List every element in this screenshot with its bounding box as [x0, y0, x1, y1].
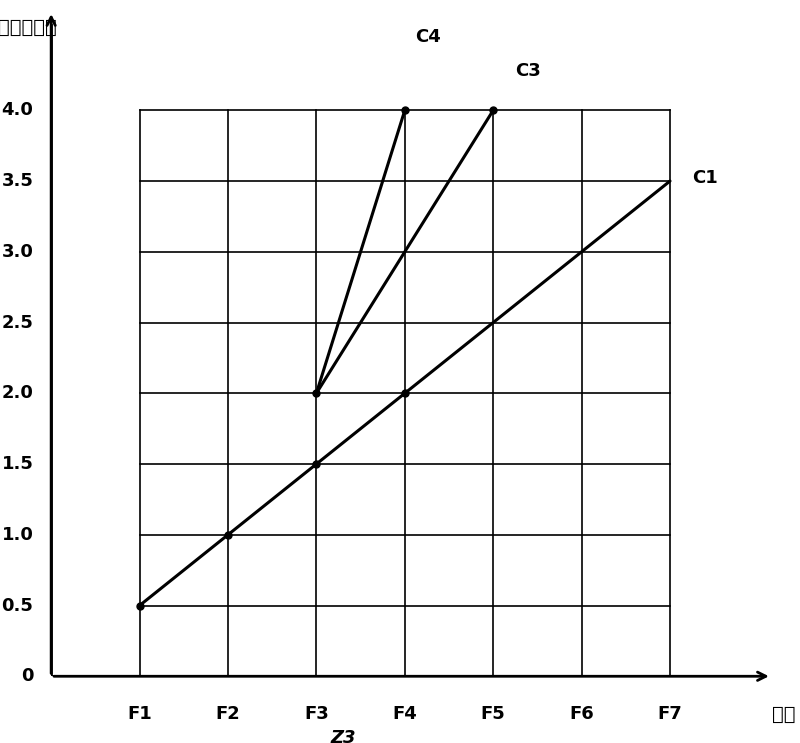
Text: 0: 0	[21, 667, 34, 685]
Text: 2.0: 2.0	[2, 384, 34, 402]
Text: 频率: 频率	[772, 704, 795, 724]
Text: F3: F3	[304, 704, 329, 723]
Text: 1.0: 1.0	[2, 526, 34, 544]
Text: F6: F6	[570, 704, 594, 723]
Text: 3.5: 3.5	[2, 172, 34, 190]
Text: 3.0: 3.0	[2, 243, 34, 261]
Text: 1.5: 1.5	[2, 455, 34, 473]
Text: C1: C1	[692, 169, 718, 187]
Text: F7: F7	[658, 704, 682, 723]
Text: 功率耗用值: 功率耗用值	[0, 19, 57, 37]
Text: F1: F1	[127, 704, 152, 723]
Text: F2: F2	[216, 704, 240, 723]
Text: 2.5: 2.5	[2, 314, 34, 331]
Text: C4: C4	[415, 27, 441, 46]
Text: Z3: Z3	[330, 729, 356, 743]
Text: C3: C3	[515, 62, 541, 80]
Text: F5: F5	[481, 704, 506, 723]
Text: F4: F4	[393, 704, 417, 723]
Text: 0.5: 0.5	[2, 597, 34, 614]
Text: 4.0: 4.0	[2, 101, 34, 120]
